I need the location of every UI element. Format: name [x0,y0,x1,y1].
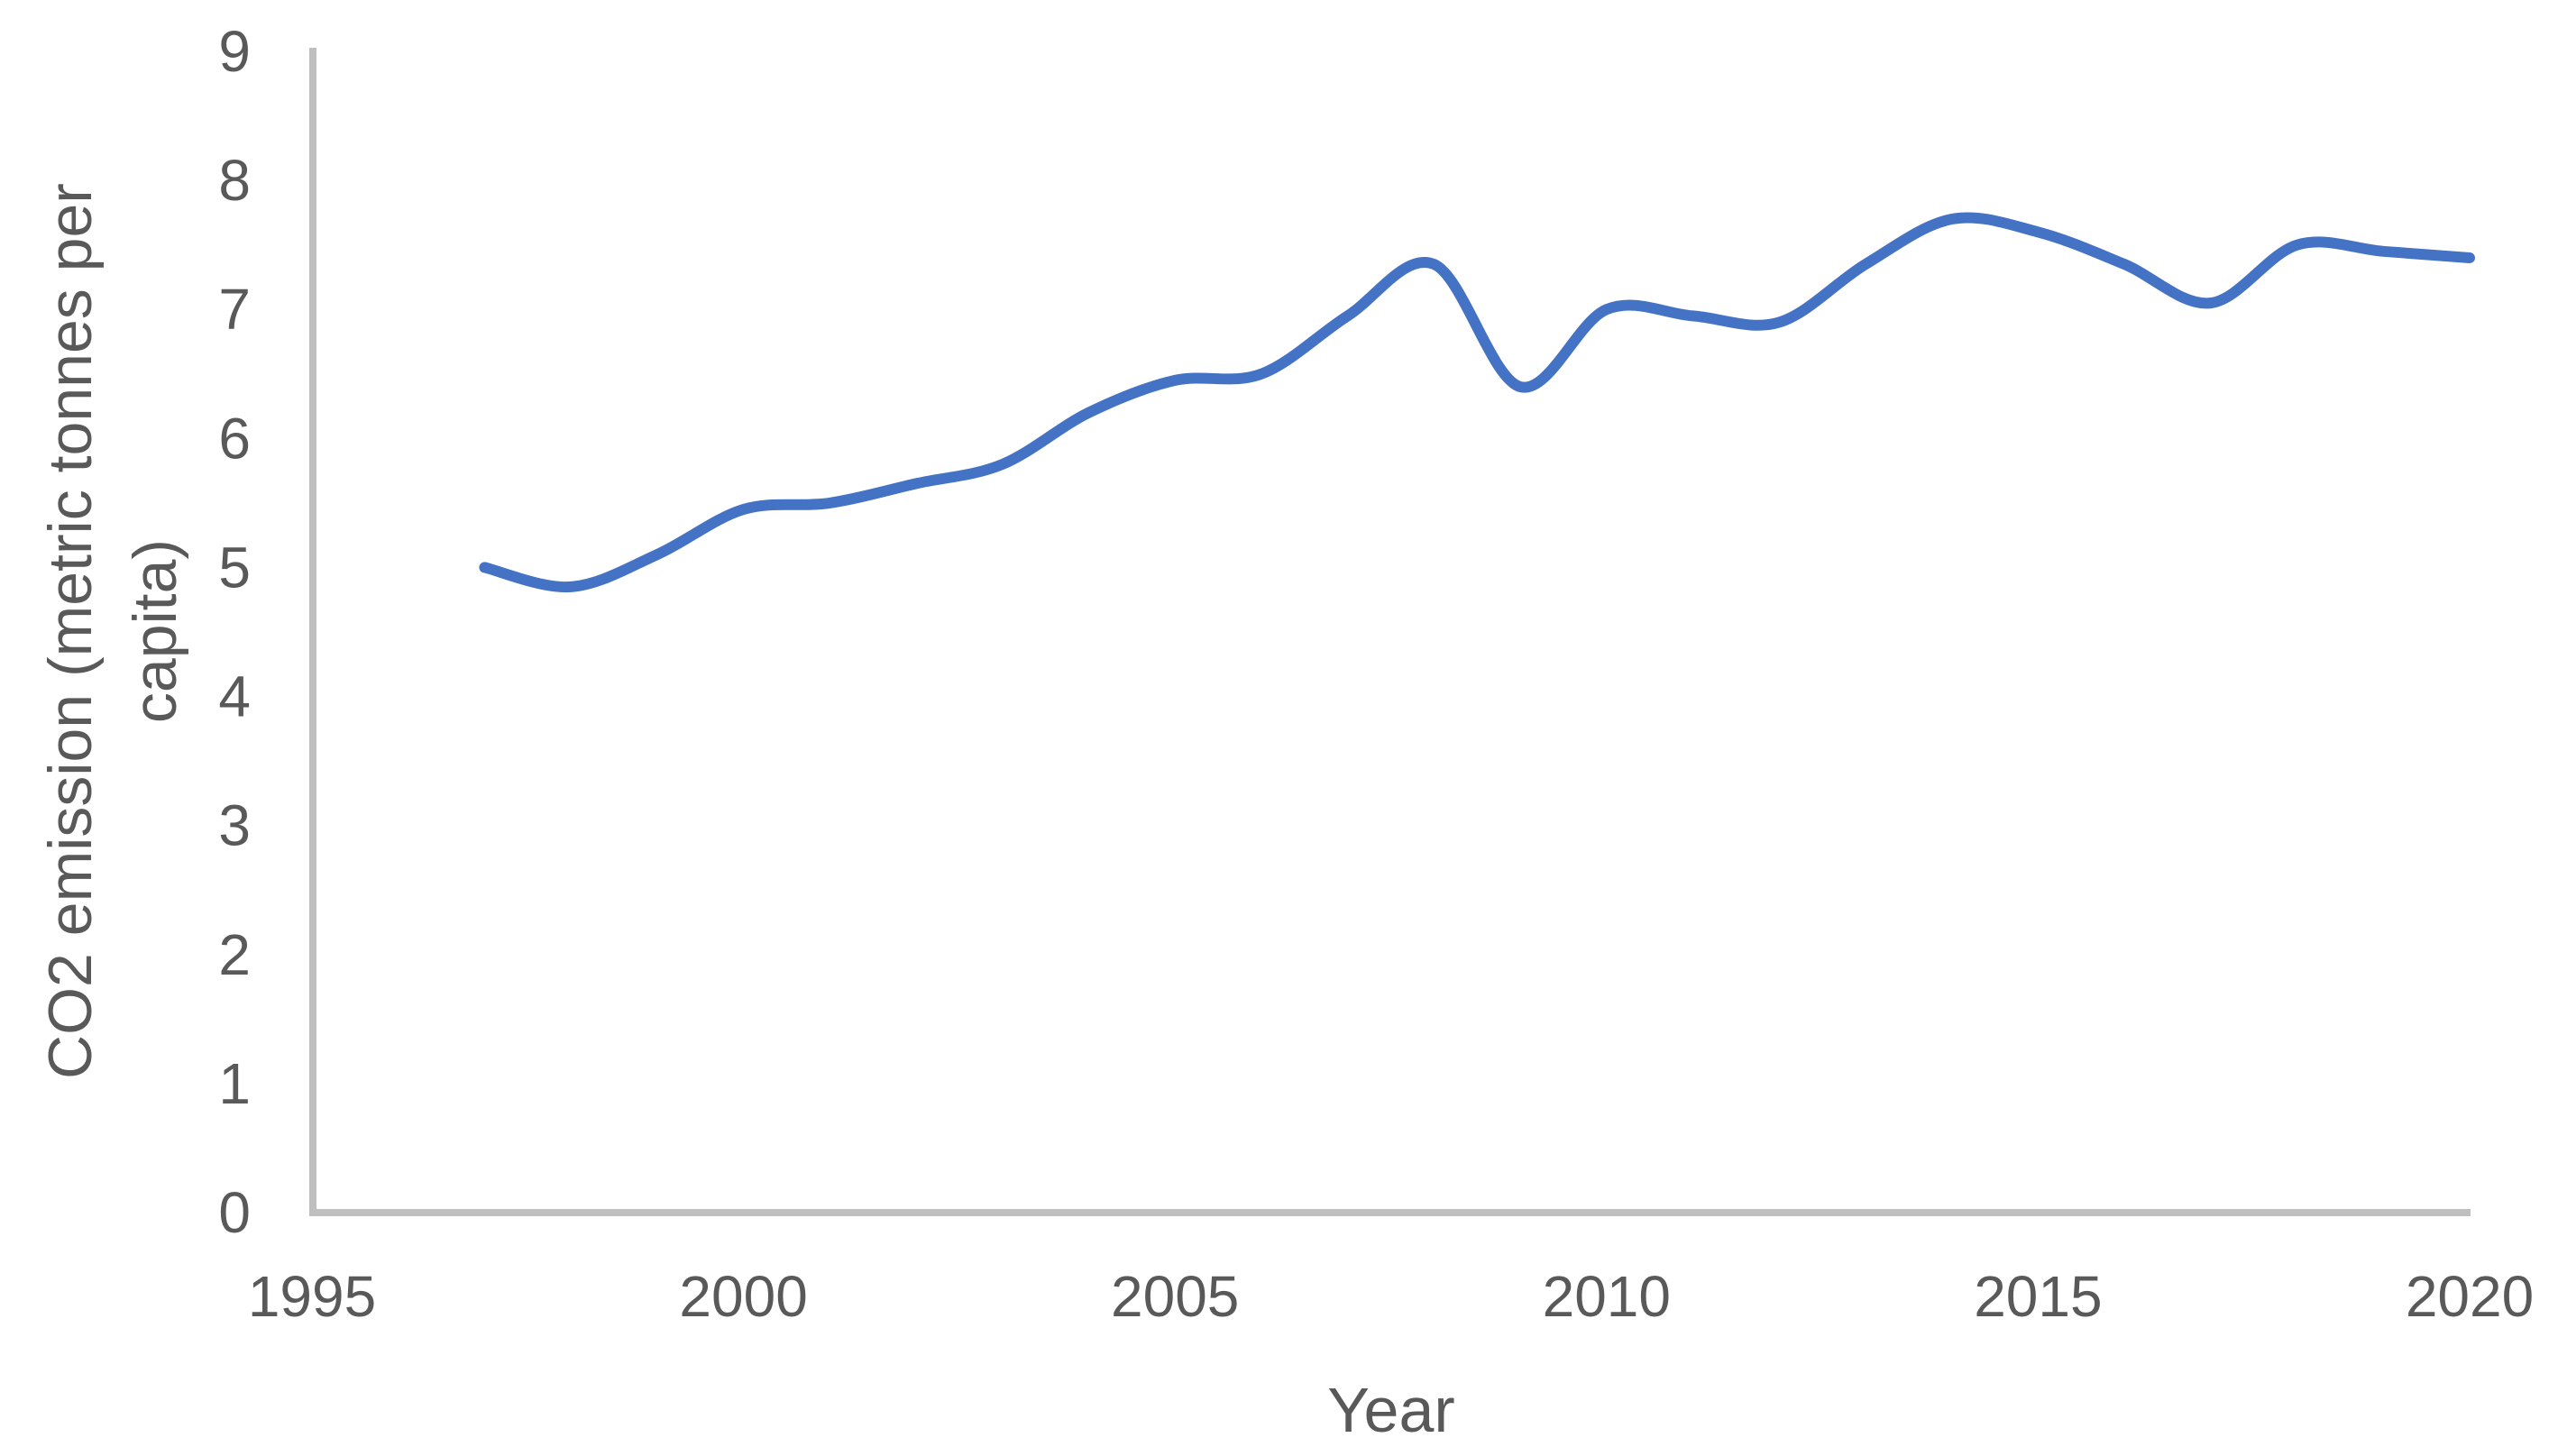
x-tick-label: 2020 [2406,1264,2534,1329]
plot-area [309,48,2475,1216]
y-tick-label: 4 [218,664,251,729]
x-tick-label: 2015 [1974,1264,2102,1329]
x-tick-label: 2005 [1111,1264,1239,1329]
y-tick-label: 6 [218,406,251,471]
y-axis-title-line-2: capita) [121,539,189,723]
y-axis-tick-labels: 0 1 2 3 4 5 6 7 8 9 [218,19,251,1245]
y-tick-label: 2 [218,922,251,987]
y-tick-label: 3 [218,793,251,858]
y-tick-label: 1 [218,1051,251,1116]
x-axis-title: Year [1327,1375,1454,1445]
x-axis-tick-labels: 1995 2000 2005 2010 2015 2020 [248,1264,2534,1329]
y-tick-label: 5 [218,535,251,600]
y-tick-label: 0 [218,1180,251,1245]
y-tick-label: 9 [218,19,251,84]
x-tick-label: 1995 [248,1264,376,1329]
x-tick-label: 2000 [679,1264,807,1329]
co2-emission-series-line [479,212,2475,593]
y-tick-label: 8 [218,148,251,213]
x-tick-label: 2010 [1543,1264,1671,1329]
y-tick-label: 7 [218,277,251,342]
y-axis-title-line-1: CO2 emission (metric tonnes per [36,183,105,1079]
